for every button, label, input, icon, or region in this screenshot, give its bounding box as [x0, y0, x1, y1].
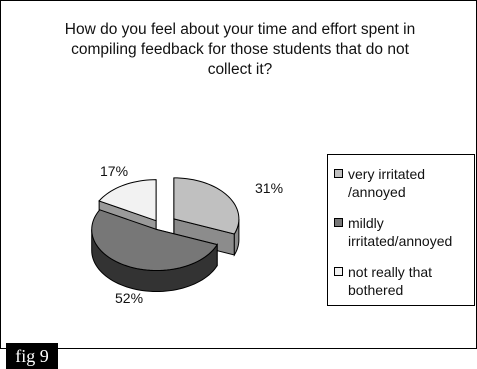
pie-label-very-irritated: 31%	[255, 180, 283, 196]
figure-label: fig 9	[6, 343, 58, 369]
chart-title-line-3: collect it?	[207, 61, 273, 78]
legend: very irritated /annoyed mildly irritated…	[327, 154, 475, 306]
legend-item-very-irritated: very irritated /annoyed	[334, 165, 472, 201]
chart-title: How do you feel about your time and effo…	[40, 20, 440, 80]
legend-label-mildly-irritated-line-1: mildly	[348, 215, 384, 231]
legend-label-not-bothered-line-1: not really that	[348, 264, 433, 280]
legend-swatch-not-bothered	[334, 267, 343, 276]
pie-slice-very-irritated	[173, 177, 240, 235]
legend-label-very-irritated-line-2: /annoyed	[348, 184, 406, 200]
legend-item-not-bothered: not really that bothered	[334, 263, 472, 299]
legend-label-mildly-irritated-line-2: irritated/annoyed	[348, 233, 453, 249]
legend-label-very-irritated-line-1: very irritated	[348, 166, 426, 182]
pie-labels: 31% 52% 17%	[100, 163, 283, 306]
legend-item-mildly-irritated: mildly irritated/annoyed	[334, 214, 472, 250]
pie-slice-mildly-irritated	[91, 209, 218, 272]
pie-tops	[91, 177, 240, 272]
pie-chart: 31% 52% 17%	[91, 163, 283, 306]
legend-swatch-mildly-irritated	[334, 218, 343, 227]
legend-label-not-bothered-line-2: bothered	[348, 282, 404, 298]
legend-swatch-very-irritated	[334, 169, 343, 178]
chart-title-line-1: How do you feel about your time and effo…	[64, 21, 416, 38]
pie-label-not-bothered: 17%	[100, 163, 128, 179]
pie-label-mildly-irritated: 52%	[115, 290, 143, 306]
chart-title-line-2: compiling feedback for those students th…	[71, 41, 409, 58]
pie-slice-not-bothered	[98, 179, 157, 222]
